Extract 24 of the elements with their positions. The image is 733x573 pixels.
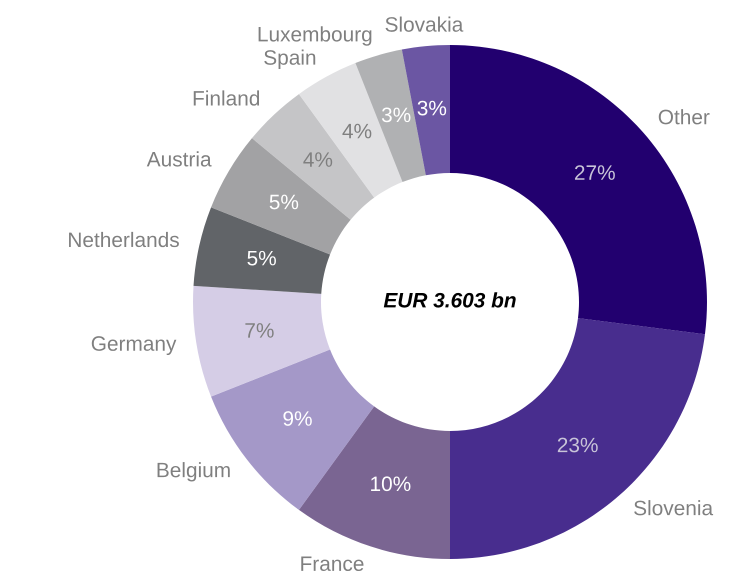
slice-label: Netherlands	[69, 232, 179, 248]
slice-label: Slovenia	[634, 500, 714, 516]
donut-slice	[193, 286, 330, 397]
slice-label: Slovakia	[386, 16, 464, 32]
slice-label: Spain	[264, 50, 316, 69]
data-label: 5%	[270, 194, 298, 210]
slice-label: France	[301, 556, 364, 572]
data-label: 3%	[382, 108, 410, 122]
data-label: 3%	[418, 100, 446, 116]
slice-label: Finland	[194, 90, 260, 106]
data-label: 9%	[283, 411, 312, 426]
data-label: 10%	[371, 476, 410, 492]
text: EUR 3.603 bn	[384, 292, 516, 308]
data-label: 4%	[303, 152, 332, 167]
slice-label: Austria	[146, 151, 212, 167]
slice-label: Belgium	[158, 462, 230, 482]
slice-label: Other	[658, 109, 710, 124]
data-label: 5%	[247, 250, 276, 266]
data-label: 23%	[558, 438, 598, 452]
slice-label: Germany	[92, 336, 176, 356]
data-label: 27%	[574, 165, 615, 180]
data-label: 7%	[245, 323, 274, 338]
slice-label: Luxembourg	[258, 26, 372, 46]
data-label: 4%	[342, 124, 372, 138]
